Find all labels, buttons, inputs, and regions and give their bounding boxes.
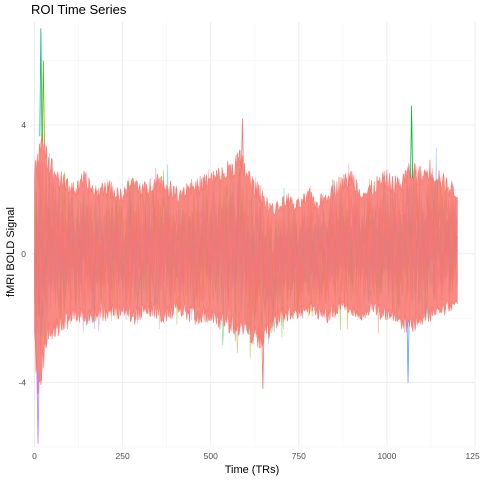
chart-title: ROI Time Series	[31, 2, 127, 17]
x-tick-labels: 0 250 500 750 1000 1250	[32, 451, 480, 461]
roi-extreme-spike	[39, 28, 43, 137]
roi-extreme-spike	[261, 331, 265, 390]
roi-extreme-spike	[410, 105, 414, 178]
y-tick-label: 0	[21, 249, 26, 259]
x-tick-label: 250	[116, 451, 130, 461]
roi-extreme-spike	[406, 320, 410, 383]
series-lines	[34, 28, 458, 444]
x-tick-label: 0	[32, 451, 37, 461]
x-tick-label: 1250	[466, 451, 480, 461]
x-tick-label: 750	[292, 451, 306, 461]
roi-extreme-spike	[41, 60, 45, 142]
roi-extreme-spike	[36, 372, 40, 444]
y-tick-label: -4	[18, 378, 26, 388]
x-tick-label: 500	[204, 451, 218, 461]
y-tick-label: 4	[21, 120, 26, 130]
roi-density-band	[34, 123, 458, 395]
y-axis-label: fMRI BOLD Signal	[5, 207, 17, 297]
x-axis-label: Time (TRs)	[225, 464, 280, 476]
roi-extreme-spike	[240, 118, 244, 172]
x-tick-label: 1000	[377, 451, 396, 461]
y-tick-labels: -4 0 4	[18, 120, 26, 388]
